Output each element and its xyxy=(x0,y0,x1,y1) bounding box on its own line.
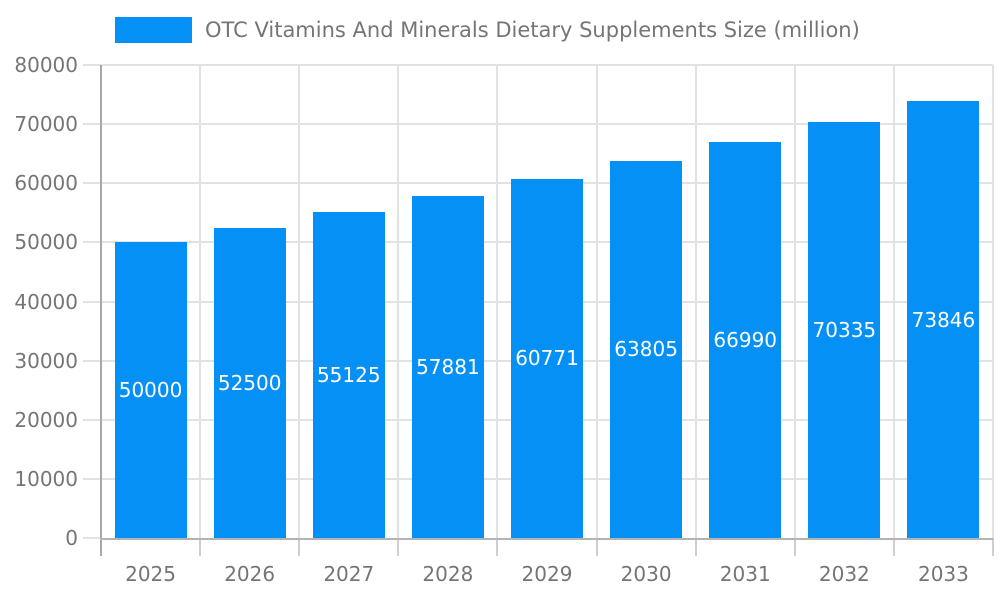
bar-value-label: 70335 xyxy=(812,318,877,343)
y-axis-tick xyxy=(83,537,101,539)
x-axis-tick xyxy=(496,538,498,556)
y-axis-line xyxy=(100,65,102,556)
bar[interactable] xyxy=(511,179,583,538)
y-axis-tick xyxy=(83,123,101,125)
legend-label: OTC Vitamins And Minerals Dietary Supple… xyxy=(205,18,860,42)
y-axis-label: 50000 xyxy=(14,230,78,254)
v-gridline xyxy=(992,65,994,538)
bar[interactable] xyxy=(412,196,484,538)
v-gridline xyxy=(298,65,300,538)
y-axis-label: 60000 xyxy=(14,171,78,195)
v-gridline xyxy=(596,65,598,538)
y-axis-label: 40000 xyxy=(14,290,78,314)
x-axis-tick xyxy=(596,538,598,556)
y-axis-tick xyxy=(83,360,101,362)
bar-value-label: 52500 xyxy=(217,370,282,395)
v-gridline xyxy=(397,65,399,538)
y-axis-tick xyxy=(83,478,101,480)
legend-item[interactable]: OTC Vitamins And Minerals Dietary Supple… xyxy=(115,17,860,43)
bar-value-label: 60771 xyxy=(515,346,579,371)
bar-value-label: 55125 xyxy=(316,363,381,388)
v-gridline xyxy=(695,65,697,538)
x-axis-label: 2030 xyxy=(620,562,672,586)
x-axis-tick xyxy=(992,538,994,556)
x-axis-label: 2026 xyxy=(224,562,276,586)
bar[interactable] xyxy=(610,161,682,538)
h-gridline xyxy=(101,123,993,125)
bar-value-label: 66990 xyxy=(713,327,778,352)
bar-value-label: 57881 xyxy=(416,354,480,379)
y-axis-label: 70000 xyxy=(14,112,78,136)
bar[interactable] xyxy=(808,122,880,538)
x-axis-label: 2025 xyxy=(125,562,176,586)
bar[interactable] xyxy=(313,212,385,538)
y-axis-label: 30000 xyxy=(14,349,78,373)
bar-value-label: 50000 xyxy=(118,378,183,403)
x-axis-label: 2031 xyxy=(719,562,771,586)
y-axis-tick xyxy=(83,419,101,421)
x-axis-tick xyxy=(695,538,697,556)
x-axis-label: 2032 xyxy=(818,562,870,586)
x-axis-tick xyxy=(397,538,399,556)
y-axis-label: 10000 xyxy=(14,467,78,491)
x-axis-tick xyxy=(298,538,300,556)
y-axis-tick xyxy=(83,182,101,184)
v-gridline xyxy=(893,65,895,538)
h-gridline xyxy=(101,64,993,66)
legend-swatch xyxy=(115,17,192,43)
y-axis-label: 20000 xyxy=(14,408,78,432)
x-axis-label: 2029 xyxy=(521,562,573,586)
v-gridline xyxy=(496,65,498,538)
y-axis-tick xyxy=(83,301,101,303)
bar-value-label: 63805 xyxy=(614,337,678,362)
y-axis-label: 80000 xyxy=(14,53,78,77)
bar[interactable] xyxy=(907,101,979,538)
x-axis-tick xyxy=(794,538,796,556)
bar[interactable] xyxy=(214,228,286,538)
x-axis-label: 2027 xyxy=(323,562,375,586)
y-axis-tick xyxy=(83,64,101,66)
y-axis-tick xyxy=(83,241,101,243)
x-axis-tick xyxy=(893,538,895,556)
v-gridline xyxy=(199,65,201,538)
x-axis-line xyxy=(100,538,993,540)
bar[interactable] xyxy=(709,142,781,538)
x-axis-label: 2033 xyxy=(917,562,969,586)
y-axis-label: 0 xyxy=(65,526,78,550)
bar[interactable] xyxy=(115,242,187,538)
v-gridline xyxy=(794,65,796,538)
x-axis-label: 2028 xyxy=(422,562,474,586)
bar-value-label: 73846 xyxy=(911,307,976,332)
x-axis-tick xyxy=(199,538,201,556)
